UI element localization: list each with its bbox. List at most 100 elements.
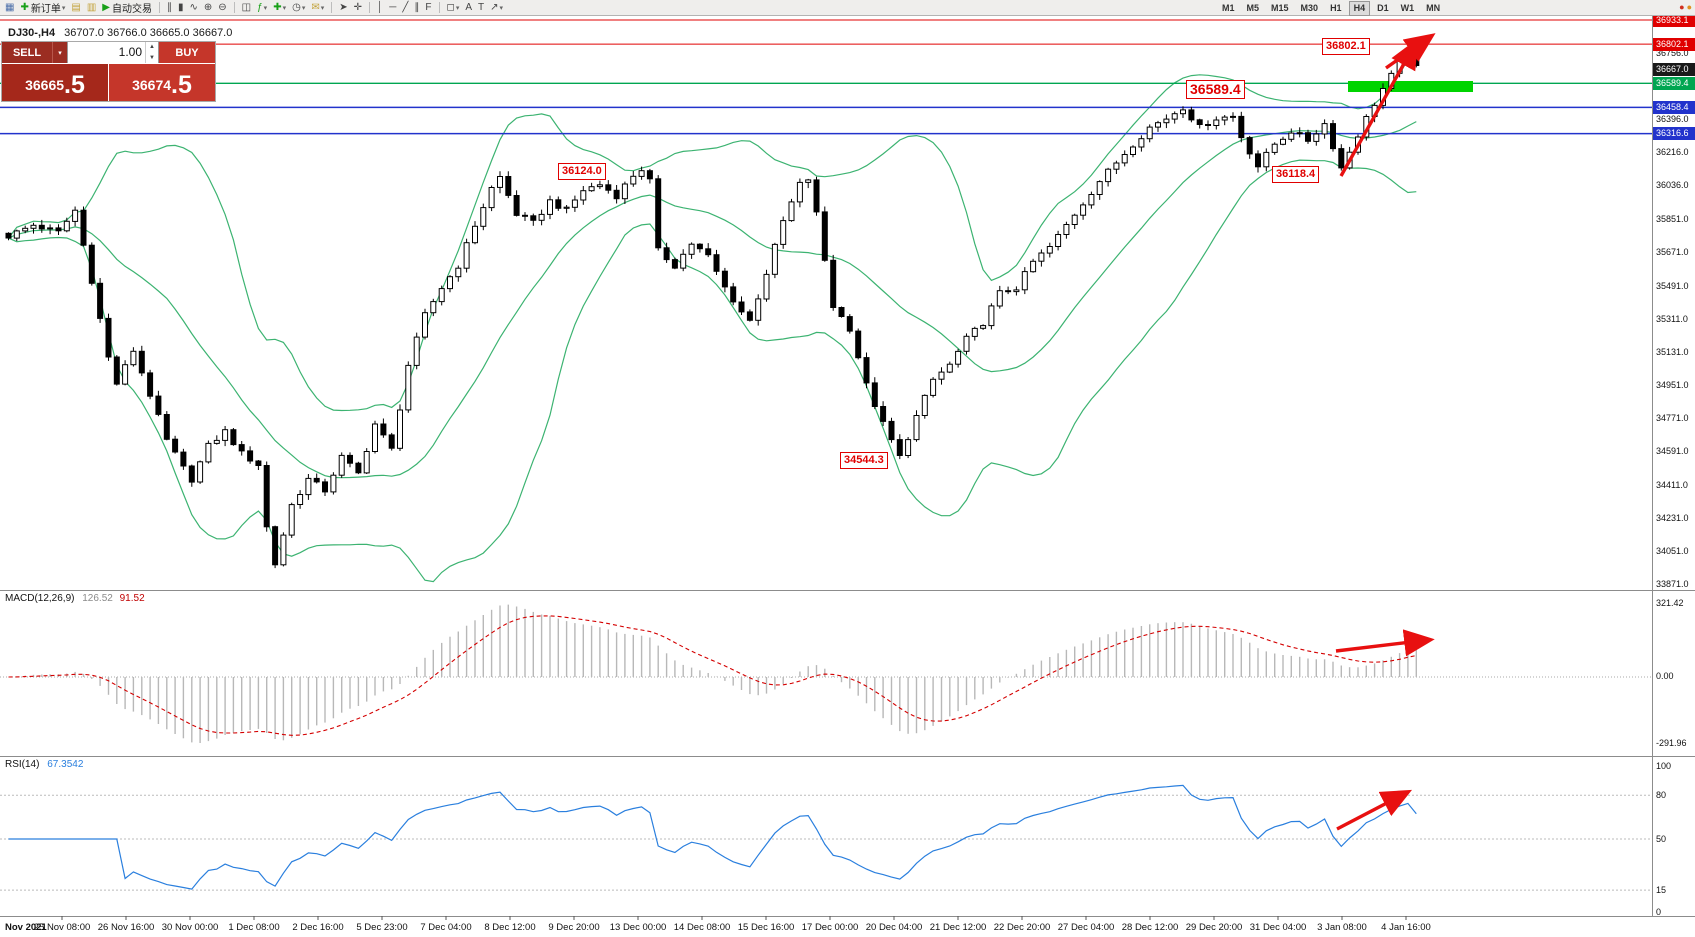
toolbar: ▦ ✚ 新订单 ▾ ▤ ▥ ▶ 自动交易 ∥ ▮ ∿ ⊕ ⊖ ◫ ƒ ▾ ✚ ▾ ◷ ▾ ✉ ▾ ➤ ✛ │ ─ ╱ ∥ F ◻ ▾ A T ↗ ▾… [0, 0, 1695, 16]
price-tick[interactable]: 35671.0 [1656, 247, 1689, 258]
timeframe-button-h4[interactable]: H4 [1348, 0, 1371, 16]
sell-price[interactable]: 36665.5 [2, 64, 108, 101]
timeframe-button-h1[interactable]: H1 [1330, 2, 1342, 13]
bollinger-lower-band [8, 159, 1417, 583]
time-label[interactable]: 25 Nov 08:00 [33, 922, 91, 933]
auto-trading-button[interactable]: ▶ 自动交易 [99, 1, 155, 16]
profiles-icon[interactable]: ▥ [84, 1, 99, 15]
time-label[interactable]: 27 Dec 04:00 [1057, 922, 1115, 933]
channel-tool-icon[interactable]: ∥ [411, 1, 422, 15]
price-tick[interactable]: 34951.0 [1656, 380, 1689, 391]
sell-button[interactable]: SELL [2, 42, 52, 63]
timeframe-button-m15[interactable]: M15 [1271, 2, 1289, 13]
price-tick[interactable]: 35311.0 [1656, 313, 1688, 324]
time-label[interactable]: 4 Jan 16:00 [1381, 922, 1431, 933]
timeframe-button-m30[interactable]: M30 [1300, 2, 1319, 13]
price-tick[interactable]: 35131.0 [1656, 346, 1689, 357]
zoom-out-icon[interactable]: ⊖ [215, 1, 229, 15]
candlestick-chart-type-icon[interactable]: ▮ [175, 1, 187, 15]
templates-icon[interactable]: ✉ ▾ [308, 1, 327, 15]
price-marker: 36316.6 [1653, 127, 1695, 141]
time-label[interactable]: 8 Dec 12:00 [484, 922, 536, 933]
buy-price[interactable]: 36674.5 [109, 64, 215, 101]
text-tool-icon[interactable]: A [462, 1, 475, 15]
volume-field: 1.00 ▲ ▼ [67, 42, 159, 63]
timeframe-button-mn[interactable]: MN [1426, 2, 1441, 13]
time-label[interactable]: 31 Dec 04:00 [1249, 922, 1307, 933]
auto-trading-button-glyph: ▶ [102, 1, 110, 13]
chart-window-icon[interactable]: ▤ [68, 1, 83, 15]
new-order-button[interactable]: ✚ 新订单 ▾ [17, 1, 68, 16]
timeframe-button-d1[interactable]: D1 [1377, 2, 1389, 13]
volume-down-icon[interactable]: ▼ [149, 54, 155, 61]
price-tick[interactable]: 33871.0 [1656, 579, 1689, 590]
price-tick[interactable]: 34231.0 [1656, 512, 1689, 523]
text-label-tool-icon[interactable]: T [475, 1, 487, 15]
trendline-tool-icon[interactable]: ╱ [399, 1, 411, 15]
fibonacci-tool-icon[interactable]: F [422, 1, 434, 15]
tile-windows-icon[interactable]: ◫ [239, 1, 254, 15]
time-label[interactable]: 15 Dec 16:00 [737, 922, 795, 933]
add-indicator-icon[interactable]: ✚ ▾ [270, 1, 289, 15]
buy-button[interactable]: BUY [159, 42, 215, 63]
timeframe-button-w1[interactable]: W1 [1400, 2, 1415, 13]
time-label[interactable]: 5 Dec 23:00 [356, 922, 408, 933]
time-label[interactable]: 22 Dec 20:00 [993, 922, 1051, 933]
toolbar-icons: ▦ ✚ 新订单 ▾ ▤ ▥ ▶ 自动交易 ∥ ▮ ∿ ⊕ ⊖ ◫ ƒ ▾ ✚ ▾ ◷ ▾ ✉ ▾ ➤ ✛ │ ─ ╱ ∥ F ◻ ▾ A T ↗ ▾ [0, 0, 506, 16]
timeframe-button-m5[interactable]: M5 [1246, 2, 1260, 13]
zoom-in-icon[interactable]: ⊕ [201, 1, 215, 15]
indicators-list-icon[interactable]: ƒ ▾ [254, 1, 270, 15]
horizontal-line-tool-icon[interactable]: ─ [386, 1, 399, 15]
time-label[interactable]: 14 Dec 08:00 [673, 922, 731, 933]
price-tick[interactable]: 36216.0 [1656, 147, 1689, 158]
timeframes-menu-icon[interactable]: ◷ ▾ [289, 1, 308, 15]
price-tick[interactable]: 35491.0 [1656, 280, 1689, 291]
vertical-line-tool-icon[interactable]: │ [374, 1, 386, 15]
time-label[interactable]: 17 Dec 00:00 [801, 922, 859, 933]
chart-symbol-timeframe: DJ30-,H4 [8, 27, 56, 39]
price-tick[interactable]: 34591.0 [1656, 446, 1689, 457]
volume-up-icon[interactable]: ▲ [149, 44, 155, 50]
volume-input[interactable]: 1.00 [118, 45, 142, 59]
price-tick[interactable]: 35851.0 [1656, 214, 1689, 225]
time-label[interactable]: 13 Dec 00:00 [609, 922, 667, 933]
bar-chart-type-icon[interactable]: ∥ [164, 1, 175, 15]
text-label-tool-icon-glyph: T [478, 1, 485, 13]
arrows-tool-icon[interactable]: ↗ ▾ [487, 1, 506, 15]
indicators-list-icon-glyph: ƒ [257, 1, 263, 13]
time-label[interactable]: 21 Dec 12:00 [929, 922, 987, 933]
time-label[interactable]: 1 Dec 08:00 [228, 922, 280, 933]
price-tick[interactable]: 36756.0 [1656, 47, 1689, 58]
crosshair-tool-icon-glyph: ✛ [353, 1, 363, 13]
profiles-icon-glyph: ▥ [86, 1, 97, 13]
crosshair-tool-icon[interactable]: ✛ [351, 1, 365, 15]
time-label[interactable]: 2 Dec 16:00 [292, 922, 344, 933]
price-tick[interactable]: 36396.0 [1656, 113, 1689, 124]
price-tick[interactable]: 34771.0 [1656, 413, 1689, 424]
sell-price-main: 36665 [25, 77, 65, 93]
time-label[interactable]: 20 Dec 04:00 [865, 922, 923, 933]
line-chart-type-icon[interactable]: ∿ [186, 1, 200, 15]
cursor-tool-icon[interactable]: ➤ [336, 1, 350, 15]
price-tick[interactable]: 34411.0 [1656, 479, 1688, 490]
time-label[interactable]: 3 Jan 08:00 [1317, 922, 1367, 933]
auto-trading-button-label: 自动交易 [111, 4, 152, 15]
time-label[interactable]: 29 Dec 20:00 [1185, 922, 1243, 933]
shapes-tool-icon-glyph: ◻ [446, 1, 455, 13]
chart-red-dot-icon[interactable]: ● [1679, 2, 1685, 12]
trend-arrow [1335, 629, 1435, 657]
time-label[interactable]: 28 Dec 12:00 [1121, 922, 1179, 933]
time-label[interactable]: 9 Dec 20:00 [548, 922, 600, 933]
price-tick[interactable]: 36036.0 [1656, 180, 1689, 191]
time-label[interactable]: 7 Dec 04:00 [420, 922, 472, 933]
sell-dropdown-arrow-icon[interactable]: ▾ [52, 42, 67, 63]
terminal-window-icon[interactable]: ▦ [2, 1, 17, 15]
time-label[interactable]: 26 Nov 16:00 [97, 922, 155, 933]
trade-panel-prices: 36665.5 36674.5 [2, 63, 215, 101]
chart-orange-dot-icon[interactable]: ● [1686, 2, 1692, 12]
shapes-tool-icon[interactable]: ◻ ▾ [444, 1, 463, 15]
timeframe-button-m1[interactable]: M1 [1222, 2, 1235, 13]
time-label[interactable]: 30 Nov 00:00 [161, 922, 219, 933]
price-tick[interactable]: 34051.0 [1656, 545, 1689, 556]
